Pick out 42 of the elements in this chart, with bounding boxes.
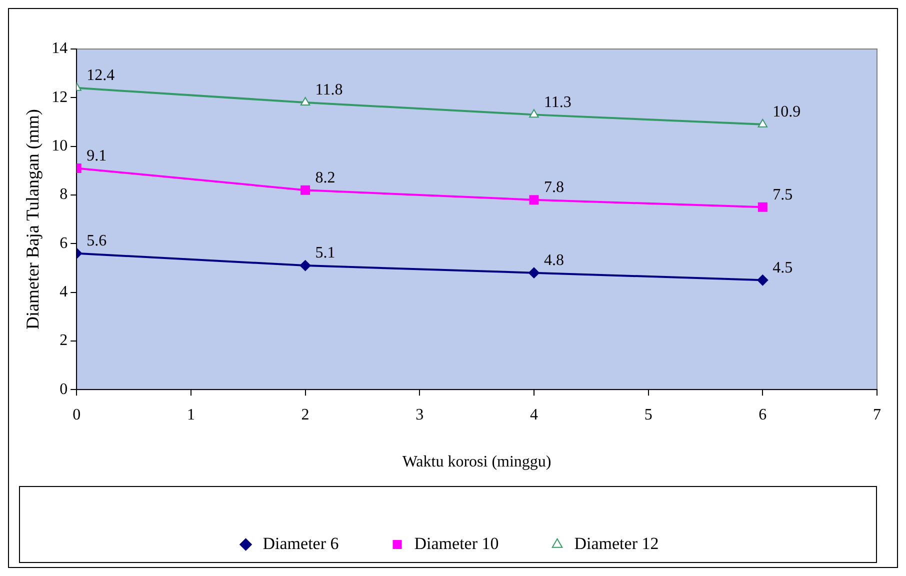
x-tick-label: 7 — [873, 406, 881, 424]
y-tick-label: 10 — [52, 138, 68, 155]
point — [528, 267, 540, 278]
y-tick-label: 6 — [60, 234, 68, 252]
y-tick-label: 4 — [60, 283, 68, 300]
point — [300, 260, 311, 272]
data-label: 7.8 — [544, 179, 564, 196]
data-label: 4.5 — [772, 259, 793, 276]
data-label: 11.3 — [544, 94, 572, 111]
y-tick-label: 0 — [60, 380, 68, 398]
legend-label: Diameter 12 — [574, 534, 659, 553]
y-tick-label: 12 — [52, 88, 68, 106]
x-tick-label: 6 — [758, 406, 767, 424]
x-tick-label: 0 — [72, 406, 81, 424]
point — [757, 274, 768, 286]
y-tick-label: 2 — [60, 332, 68, 350]
x-axis-title: Waktu korosi (minggu) — [402, 454, 552, 471]
data-label: 7.5 — [772, 186, 793, 204]
data-label: 11.8 — [315, 82, 343, 99]
data-label: 9.1 — [86, 147, 107, 164]
x-tick-label: 5 — [644, 406, 652, 424]
x-tick-label: 2 — [301, 406, 310, 424]
point — [758, 118, 768, 128]
data-label: 10.9 — [772, 104, 801, 121]
legend-label: Diameter 6 — [262, 534, 339, 553]
point — [300, 97, 310, 106]
y-axis-title: Diameter Baja Tulangan (mm) — [22, 109, 43, 330]
x-tick-label: 3 — [416, 406, 424, 424]
point — [529, 195, 539, 205]
data-label: 4.8 — [544, 252, 564, 270]
data-label: 12.4 — [86, 67, 115, 84]
x-tick-label: 1 — [186, 406, 195, 424]
legend-label: Diameter 10 — [414, 534, 499, 553]
data-label: 5.6 — [86, 232, 107, 250]
y-tick-label: 8 — [60, 186, 68, 204]
x-tick-label: 4 — [530, 406, 538, 424]
y-tick-label: 14 — [52, 40, 68, 58]
data-label: 8.2 — [315, 169, 336, 186]
point — [529, 109, 539, 118]
point — [758, 202, 768, 212]
data-label: 5.1 — [315, 244, 336, 262]
point — [300, 185, 310, 195]
